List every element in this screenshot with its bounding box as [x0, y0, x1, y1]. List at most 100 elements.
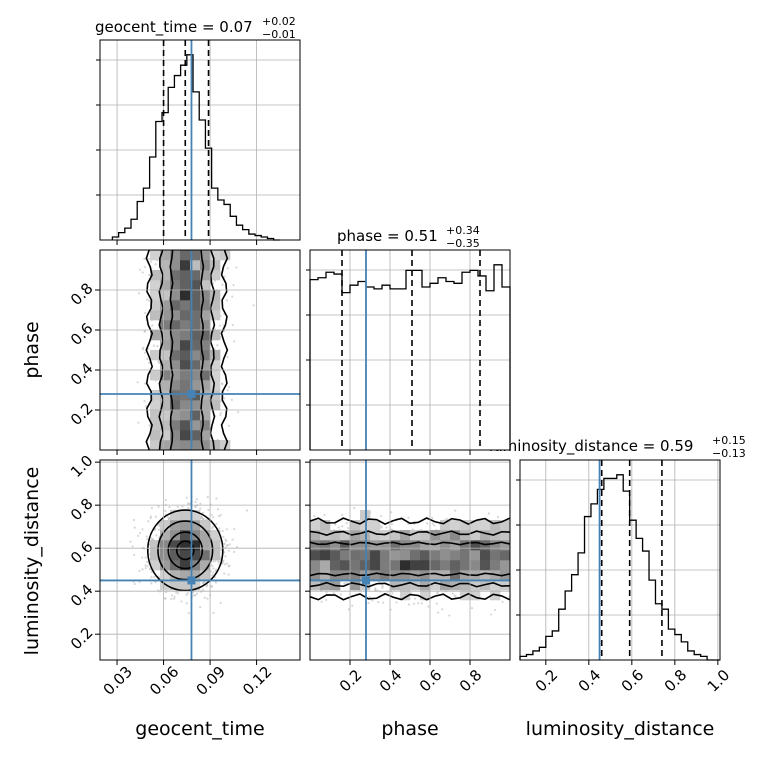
sample-point — [325, 598, 328, 601]
density-cell — [170, 350, 181, 361]
density-cell — [190, 510, 201, 521]
sample-point — [164, 509, 167, 512]
density-cell — [220, 250, 231, 261]
sample-point — [142, 346, 145, 349]
sample-point — [426, 522, 429, 525]
density-cell — [210, 290, 221, 301]
scatter-luminosity-distance-vs-geocent-time-truth-marker — [187, 576, 196, 585]
sample-point — [395, 601, 398, 604]
density-cell — [200, 380, 211, 391]
sample-point — [215, 497, 218, 500]
density-cell — [160, 270, 171, 281]
sample-point — [143, 330, 146, 333]
density-cell — [150, 550, 161, 561]
density-cell — [180, 330, 191, 341]
sample-point — [212, 516, 215, 519]
density-cell — [180, 370, 191, 381]
sample-point — [138, 580, 141, 584]
contour-level-1 — [209, 250, 216, 450]
sample-point — [427, 605, 430, 608]
density-cell — [190, 260, 201, 271]
sample-point — [195, 592, 199, 595]
sample-point — [146, 357, 149, 361]
sample-point — [168, 505, 171, 509]
density-cell — [160, 350, 171, 361]
density-cell — [170, 340, 181, 351]
density-cell — [150, 400, 161, 411]
sample-point — [223, 572, 226, 575]
density-cell — [190, 340, 201, 351]
ytick-label-phase: 0.2 — [67, 399, 97, 429]
xtick-label-luminosity_distance: 0.8 — [661, 666, 691, 696]
sample-point — [210, 513, 213, 516]
sample-point — [227, 424, 231, 427]
sample-point — [219, 414, 222, 417]
sample-point — [144, 405, 148, 408]
density-cell — [190, 440, 201, 450]
density-cell — [180, 310, 191, 321]
density-cell — [170, 320, 181, 331]
ytick-label-luminosity_distance: 1.0 — [67, 452, 97, 482]
density-cell — [200, 350, 211, 361]
density-cell — [170, 430, 181, 441]
sample-point — [225, 539, 228, 542]
sample-point — [219, 411, 222, 415]
sample-point — [203, 596, 206, 599]
density-cell — [150, 350, 161, 361]
density-cell — [200, 270, 211, 281]
xtick-label-geocent_time: 0.09 — [193, 663, 229, 699]
density-cell — [160, 340, 171, 351]
sample-point — [180, 600, 183, 603]
sample-point — [136, 381, 139, 384]
density-cell — [150, 270, 161, 281]
sample-point — [341, 525, 344, 528]
density-cell — [190, 250, 201, 261]
sample-point — [347, 608, 350, 611]
density-cell — [200, 410, 211, 421]
density-cell — [170, 510, 181, 521]
density-cell — [160, 370, 171, 381]
density-cell — [170, 270, 181, 281]
sample-point — [199, 507, 202, 510]
sample-point — [143, 400, 146, 403]
sample-point — [231, 323, 234, 327]
sample-point — [141, 556, 144, 559]
density-cell — [180, 440, 191, 450]
sample-point — [149, 515, 152, 518]
sample-point — [448, 614, 451, 617]
sample-point — [187, 502, 190, 505]
sample-point — [173, 595, 176, 598]
contour-level-3 — [175, 540, 195, 561]
density-cell — [170, 250, 181, 261]
density-cell — [170, 310, 181, 321]
density-cell — [200, 570, 211, 581]
density-cell — [210, 270, 221, 281]
sample-point — [141, 568, 144, 571]
sample-point — [152, 344, 156, 347]
sample-point — [141, 271, 144, 274]
density-cell — [170, 580, 181, 591]
sample-point — [164, 499, 168, 502]
title-geocent-time-label: geocent_time = 0.07 — [95, 18, 253, 37]
density-cell — [210, 260, 221, 271]
contour-level-2 — [169, 250, 174, 450]
sample-point — [195, 498, 199, 501]
density-cell — [200, 280, 211, 291]
density-cell — [210, 550, 221, 561]
sample-point — [218, 527, 221, 530]
sample-point — [146, 298, 149, 301]
sample-point — [141, 528, 144, 531]
sample-point — [225, 528, 228, 531]
sample-point — [199, 605, 202, 609]
sample-point — [150, 582, 153, 585]
density-cell — [200, 310, 211, 321]
density-cell — [150, 250, 161, 261]
hist-luminosity-distance-grid — [545, 460, 719, 660]
ytick-label-phase: 0.6 — [67, 319, 97, 349]
scatter-luminosity-distance-vs-phase: 0.2 0.4 0.6 0.8 — [305, 459, 511, 696]
density-cell — [180, 280, 191, 291]
sample-point — [206, 597, 209, 600]
density-cell — [150, 280, 161, 291]
title-luminosity-distance-plus: +0.15 — [712, 434, 746, 447]
